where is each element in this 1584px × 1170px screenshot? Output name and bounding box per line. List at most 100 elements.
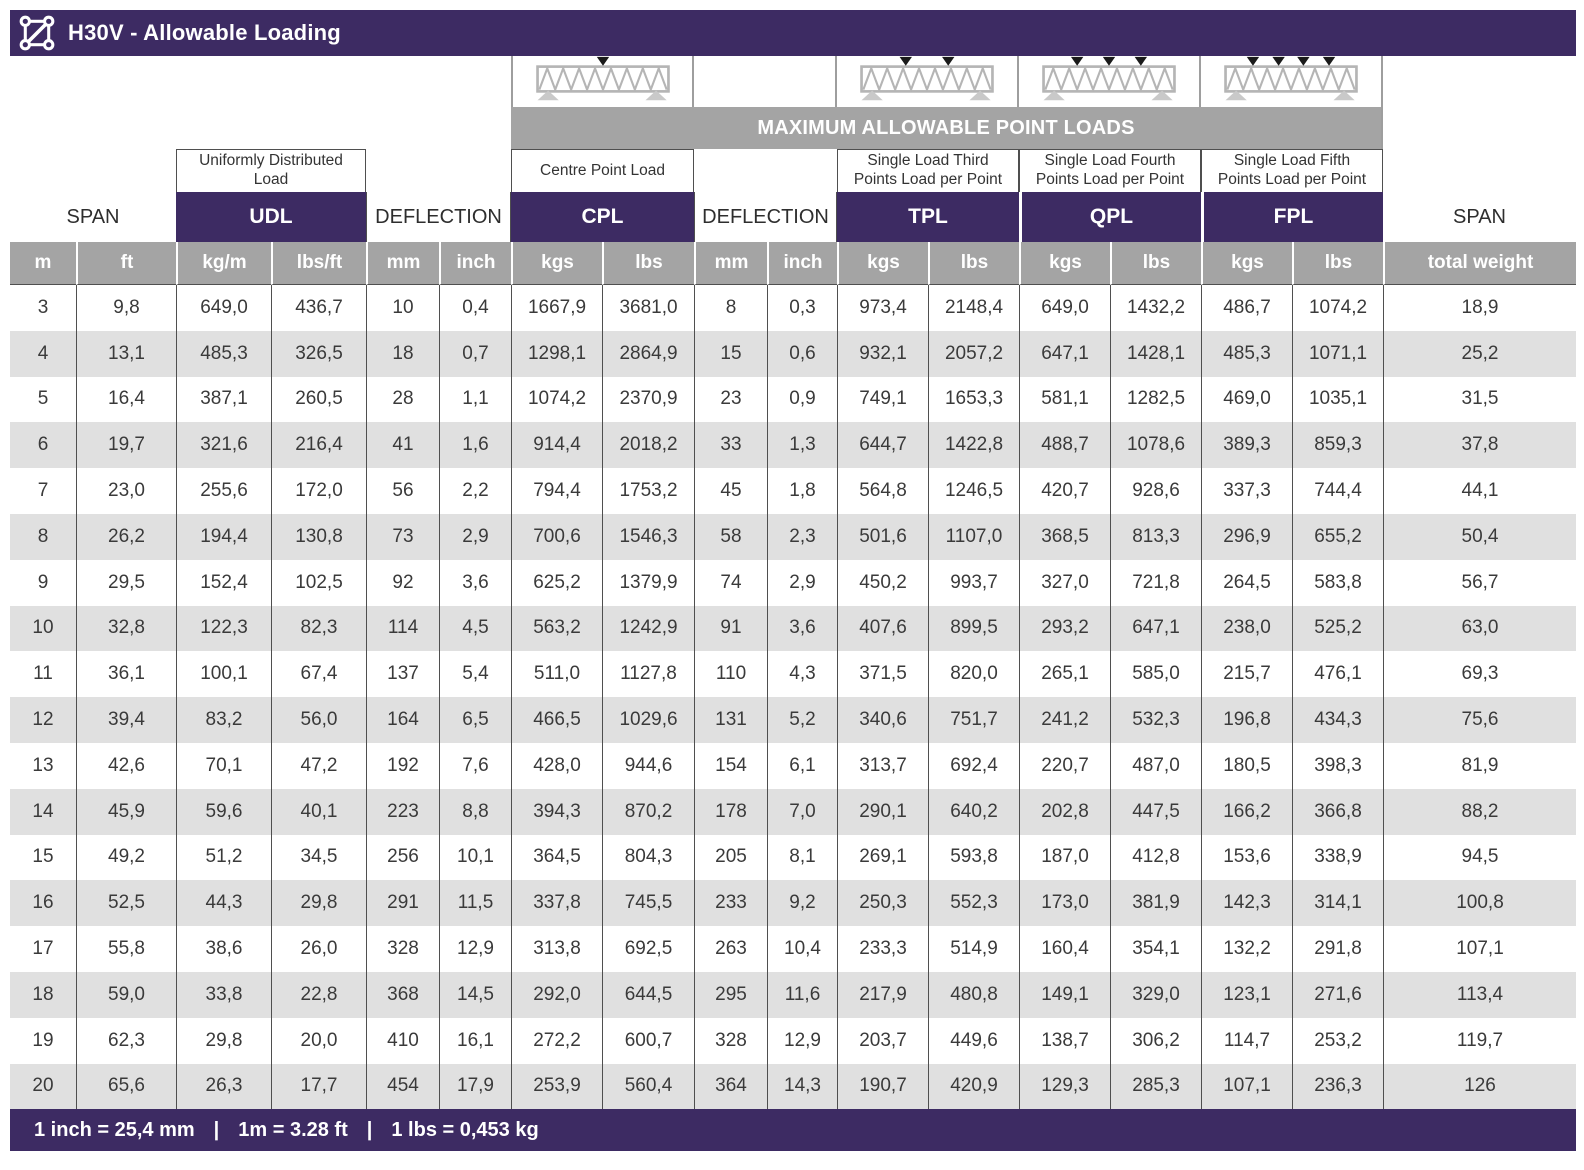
cell-tpl-kgs: 233,3 — [837, 926, 928, 972]
cell-defl2-inch: 1,3 — [767, 422, 837, 469]
cell-tpl-lbs: 480,8 — [928, 971, 1019, 1018]
table-row: 8 26,2 194,4 130,8 73 2,9 700,6 1546,3 58 2,3 501,… — [10, 513, 1576, 560]
cell-fpl-kgs: 153,6 — [1201, 834, 1292, 881]
cell-udl-lbs-ft: 102,5 — [271, 559, 366, 606]
cell-udl-kg-m: 152,4 — [176, 559, 271, 606]
cell-fpl-lbs: 291,8 — [1292, 926, 1383, 972]
cell-qpl-kgs: 202,8 — [1019, 788, 1110, 835]
cell-defl-mm: 328 — [366, 926, 439, 972]
unit-qpl-kgs: kgs — [1019, 242, 1110, 285]
cell-span-ft: 45,9 — [76, 788, 176, 835]
table-row: 9 29,5 152,4 102,5 92 3,6 625,2 1379,9 74 2,9 450,… — [10, 559, 1576, 606]
cell-defl-inch: 7,6 — [439, 742, 511, 789]
cell-defl2-inch: 0,3 — [767, 285, 837, 331]
cell-tpl-lbs: 420,9 — [928, 1063, 1019, 1110]
cell-defl2-inch: 9,2 — [767, 880, 837, 927]
cell-total-weight: 126 — [1383, 1063, 1576, 1110]
cell-qpl-kgs: 420,7 — [1019, 468, 1110, 514]
cell-span-ft: 65,6 — [76, 1063, 176, 1110]
cell-qpl-kgs: 649,0 — [1019, 285, 1110, 331]
conversion-lbs-kg: 1 lbs = 0,453 kg — [391, 1118, 539, 1141]
cell-defl-mm: 291 — [366, 880, 439, 927]
conversion-m-ft: 1m = 3.28 ft — [238, 1118, 348, 1141]
cell-defl2-mm: 295 — [694, 971, 767, 1018]
cell-fpl-lbs: 253,2 — [1292, 1017, 1383, 1064]
cell-span-ft: 19,7 — [76, 422, 176, 469]
cell-qpl-lbs: 1428,1 — [1110, 330, 1201, 377]
cell-fpl-kgs: 238,0 — [1201, 605, 1292, 652]
cell-qpl-lbs: 447,5 — [1110, 788, 1201, 835]
cell-cpl-lbs: 644,5 — [602, 971, 694, 1018]
fpl-description: Single Load Fifth Points Load per Point — [1201, 149, 1383, 192]
cell-qpl-kgs: 149,1 — [1019, 971, 1110, 1018]
cell-fpl-lbs: 525,2 — [1292, 605, 1383, 652]
cell-defl-inch: 4,5 — [439, 605, 511, 652]
cell-total-weight: 18,9 — [1383, 285, 1576, 331]
cell-total-weight: 75,6 — [1383, 697, 1576, 743]
cell-total-weight: 25,2 — [1383, 330, 1576, 377]
unit-total-weight: total weight — [1383, 242, 1576, 285]
cell-total-weight: 56,7 — [1383, 559, 1576, 606]
cell-udl-kg-m: 194,4 — [176, 513, 271, 560]
deflection1-group-label: DEFLECTION — [366, 192, 511, 242]
unit-cpl-lbs: lbs — [602, 242, 694, 285]
blank-cell — [10, 107, 511, 149]
cell-cpl-lbs: 1242,9 — [602, 605, 694, 652]
cell-qpl-kgs: 293,2 — [1019, 605, 1110, 652]
cell-defl2-inch: 0,6 — [767, 330, 837, 377]
cell-cpl-kgs: 272,2 — [511, 1017, 602, 1064]
cell-defl2-inch: 1,8 — [767, 468, 837, 514]
cell-defl-mm: 73 — [366, 513, 439, 560]
cell-span-m: 12 — [32, 709, 54, 731]
cell-qpl-lbs: 354,1 — [1110, 926, 1201, 972]
cell-fpl-kgs: 469,0 — [1201, 376, 1292, 423]
cell-udl-kg-m: 122,3 — [176, 605, 271, 652]
cell-qpl-kgs: 220,7 — [1019, 742, 1110, 789]
cell-span-ft: 9,8 — [76, 285, 176, 331]
cell-span-ft: 16,4 — [76, 376, 176, 423]
cell-fpl-kgs: 107,1 — [1201, 1063, 1292, 1110]
cell-cpl-lbs: 1546,3 — [602, 513, 694, 560]
cell-defl2-inch: 11,6 — [767, 971, 837, 1018]
banner-row: MAXIMUM ALLOWABLE POINT LOADS — [10, 107, 1576, 149]
blank-cell — [1383, 149, 1576, 192]
cell-tpl-kgs: 644,7 — [837, 422, 928, 469]
table-row: 11 36,1 100,1 67,4 137 5,4 511,0 1127,8 110 4,3 37… — [10, 651, 1576, 698]
cell-tpl-lbs: 751,7 — [928, 697, 1019, 743]
cell-udl-lbs-ft: 22,8 — [271, 971, 366, 1018]
cell-udl-kg-m: 321,6 — [176, 422, 271, 469]
cell-total-weight: 50,4 — [1383, 513, 1576, 560]
table-row: 7 23,0 255,6 172,0 56 2,2 794,4 1753,2 45 1,8 564,… — [10, 468, 1576, 514]
table-row: 3 9,8 649,0 436,7 10 0,4 1667,9 3681,0 8 0,3 973,4… — [10, 285, 1576, 331]
span-right-group-label: SPAN — [1383, 192, 1576, 242]
cell-udl-lbs-ft: 29,8 — [271, 880, 366, 927]
table-row: 10 32,8 122,3 82,3 114 4,5 563,2 1242,9 91 3,6 407… — [10, 605, 1576, 652]
cell-defl-mm: 18 — [366, 330, 439, 377]
cell-cpl-lbs: 1127,8 — [602, 651, 694, 698]
cell-total-weight: 44,1 — [1383, 468, 1576, 514]
cell-span-m: 4 — [37, 342, 49, 364]
cell-defl-mm: 192 — [366, 742, 439, 789]
cell-span-ft: 49,2 — [76, 834, 176, 881]
table-row: 13 42,6 70,1 47,2 192 7,6 428,0 944,6 154 6,1 313,… — [10, 742, 1576, 789]
cell-fpl-lbs: 366,8 — [1292, 788, 1383, 835]
cell-defl-inch: 10,1 — [439, 834, 511, 881]
cell-qpl-lbs: 329,0 — [1110, 971, 1201, 1018]
cell-fpl-kgs: 337,3 — [1201, 468, 1292, 514]
cell-qpl-lbs: 1078,6 — [1110, 422, 1201, 469]
cell-defl2-inch: 14,3 — [767, 1063, 837, 1110]
cell-defl-mm: 92 — [366, 559, 439, 606]
cell-cpl-kgs: 563,2 — [511, 605, 602, 652]
cell-defl2-mm: 233 — [694, 880, 767, 927]
cell-cpl-kgs: 1667,9 — [511, 285, 602, 331]
cell-defl2-inch: 10,4 — [767, 926, 837, 972]
table-row: 20 65,6 26,3 17,7 454 17,9 253,9 560,4 364 14,3 19… — [10, 1063, 1576, 1110]
udl-group-label: UDL — [176, 192, 366, 242]
cell-span-m: 14 — [32, 800, 54, 822]
table-row: 19 62,3 29,8 20,0 410 16,1 272,2 600,7 328 12,9 20… — [10, 1017, 1576, 1064]
truss-diagram-row — [10, 56, 1576, 107]
cell-span-m: 16 — [32, 892, 54, 914]
third-points-load-truss-icon — [837, 56, 1019, 107]
cell-span-ft: 13,1 — [76, 330, 176, 377]
cell-cpl-kgs: 337,8 — [511, 880, 602, 927]
